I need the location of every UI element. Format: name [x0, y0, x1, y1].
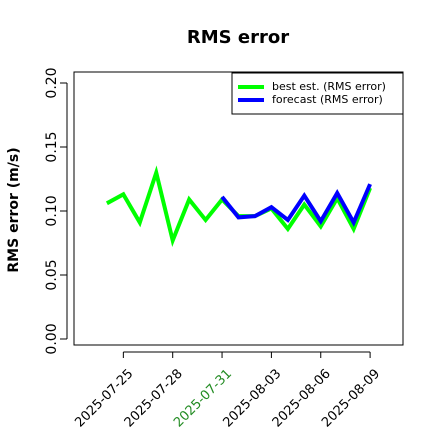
- chart-title: RMS error: [187, 27, 289, 48]
- legend-label: forecast (RMS error): [272, 93, 383, 106]
- y-tick-label: 0.15: [44, 131, 60, 162]
- y-tick-label: 0.00: [44, 323, 60, 354]
- y-axis-label: RMS error (m/s): [6, 147, 22, 272]
- legend-label: best est. (RMS error): [272, 80, 386, 93]
- y-tick-label: 0.05: [44, 259, 60, 290]
- plot-frame: [73, 71, 404, 346]
- series-line: [220, 183, 372, 228]
- y-tick-label: 0.20: [44, 67, 60, 98]
- legend-box: [231, 72, 404, 115]
- y-tick-label: 0.10: [44, 195, 60, 226]
